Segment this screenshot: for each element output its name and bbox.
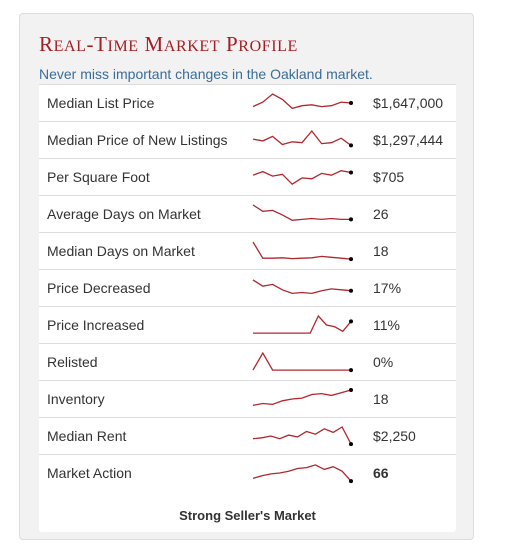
stat-label: Per Square Foot: [47, 169, 150, 185]
sparkline-path: [252, 389, 352, 406]
stat-row: Median Days on Market 18: [39, 232, 456, 269]
sparkline-path: [252, 279, 352, 295]
stat-label: Average Days on Market: [47, 206, 201, 222]
stat-label: Median Days on Market: [47, 243, 195, 259]
sparkline-endpoint: [349, 368, 353, 373]
sparkline-endpoint: [349, 170, 353, 175]
stat-row: Median Price of New Listings $1,297,444: [39, 121, 456, 158]
stat-label: Price Increased: [47, 317, 145, 333]
sparkline-path: [252, 351, 351, 371]
stat-row: Per Square Foot $705: [39, 158, 456, 195]
stat-value: 11%: [373, 317, 400, 333]
sparkline-endpoint: [349, 101, 353, 105]
sparkline-endpoint: [349, 442, 353, 447]
trend-sparkline: [252, 170, 353, 186]
trend-sparkline: [252, 241, 353, 262]
page-title: REAL-TIME MARKET PROFILE: [39, 32, 298, 56]
stat-value: 18: [373, 391, 389, 407]
sparkline-path: [252, 426, 352, 445]
stat-row: Price Increased 11%: [39, 306, 456, 343]
stat-value: 26: [373, 206, 389, 222]
stat-value: $1,297,444: [373, 132, 444, 148]
stat-value: $1,647,000: [373, 95, 444, 111]
market-stats-table: Median List Price $1,647,000 Median Price …: [39, 84, 456, 532]
stat-label: Median Price of New Listings: [47, 132, 228, 148]
stat-value: 17%: [373, 280, 402, 296]
sparkline-endpoint: [349, 217, 353, 222]
market-summary-label: Strong Seller's Market: [179, 508, 316, 523]
stat-row: Median Rent $2,250: [39, 417, 456, 454]
sparkline-endpoint: [349, 479, 353, 484]
trend-sparkline: [252, 351, 353, 373]
sparkline-path: [252, 464, 352, 482]
sparkline-path: [252, 241, 352, 260]
trend-sparkline: [252, 279, 353, 295]
trend-sparkline: [252, 464, 353, 484]
stat-value: $705: [373, 169, 405, 185]
stat-row: Market Action 66: [39, 454, 456, 491]
trend-sparkline: [252, 93, 353, 110]
trend-sparkline: [252, 204, 353, 222]
market-profile-panel: REAL-TIME MARKET PROFILE Never miss impo…: [19, 13, 474, 540]
stat-row: Relisted 0%: [39, 343, 456, 380]
sparkline-endpoint: [349, 388, 353, 392]
sparkline-endpoint: [349, 319, 353, 324]
sparkline-path: [253, 314, 352, 334]
subtitle: Never miss important changes in the Oakl…: [39, 66, 373, 82]
stat-label: Market Action: [47, 465, 132, 481]
trend-sparkline: [252, 426, 353, 447]
stat-value: 18: [373, 243, 389, 259]
trend-sparkline: [252, 129, 353, 148]
sparkline-endpoint: [349, 143, 353, 148]
trend-sparkline: [253, 314, 353, 334]
trend-sparkline: [252, 388, 353, 406]
sparkline-path: [252, 129, 352, 146]
stat-label: Median Rent: [47, 428, 127, 444]
stat-row: Price Decreased 17%: [39, 269, 456, 306]
sparkline-endpoint: [349, 288, 353, 293]
stat-row: Average Days on Market 26: [39, 195, 456, 232]
stat-label: Relisted: [47, 354, 98, 370]
stat-row: Median List Price $1,647,000: [39, 84, 456, 121]
stat-value: 0%: [373, 354, 394, 370]
sparkline-path: [252, 204, 351, 221]
sparkline-path: [252, 170, 352, 186]
sparkline-path: [252, 93, 352, 110]
stat-value: 66: [373, 465, 389, 481]
stat-row: Inventory 18: [39, 380, 456, 417]
stat-label: Price Decreased: [47, 280, 151, 296]
stat-label: Median List Price: [47, 95, 155, 111]
stat-label: Inventory: [47, 391, 105, 407]
sparkline-endpoint: [349, 257, 353, 262]
stat-value: $2,250: [373, 428, 416, 444]
